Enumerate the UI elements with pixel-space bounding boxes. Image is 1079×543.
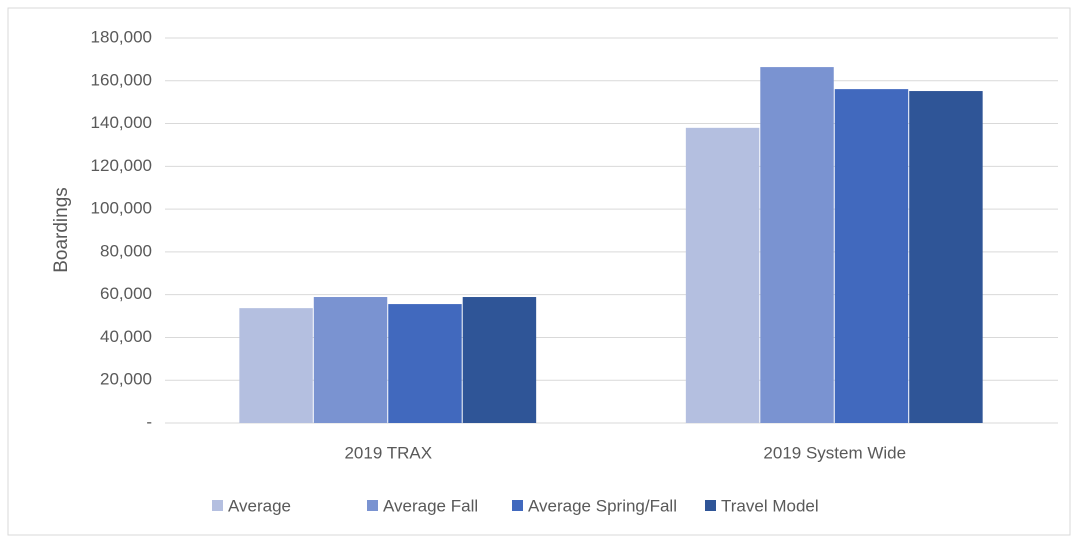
- bar: [685, 127, 760, 423]
- y-tick-label: 60,000: [100, 284, 152, 303]
- legend-label: Travel Model: [721, 496, 819, 515]
- legend-label: Average Fall: [383, 496, 478, 515]
- y-tick-label: 180,000: [91, 27, 152, 46]
- y-axis-label: Boardings: [51, 187, 72, 273]
- y-tick-label: 80,000: [100, 241, 152, 260]
- legend-label: Average: [228, 496, 291, 515]
- y-tick-label: 20,000: [100, 370, 152, 389]
- y-tick-label: 120,000: [91, 156, 152, 175]
- y-tick-label: 100,000: [91, 199, 152, 218]
- bar: [462, 297, 537, 423]
- legend-swatch: [705, 500, 716, 511]
- bar: [313, 297, 388, 423]
- x-tick-label: 2019 System Wide: [763, 443, 906, 462]
- bar: [909, 91, 983, 424]
- legend-swatch: [212, 500, 223, 511]
- legend-label: Average Spring/Fall: [528, 496, 677, 515]
- bar: [388, 304, 462, 423]
- bar: [760, 67, 834, 423]
- bar: [239, 308, 313, 423]
- y-tick-label: 160,000: [91, 70, 152, 89]
- y-tick-label: -: [146, 412, 152, 431]
- x-tick-label: 2019 TRAX: [344, 443, 432, 462]
- y-tick-label: 40,000: [100, 327, 152, 346]
- y-tick-label: 140,000: [91, 113, 152, 132]
- bar: [834, 89, 909, 423]
- legend-swatch: [367, 500, 378, 511]
- legend-swatch: [512, 500, 523, 511]
